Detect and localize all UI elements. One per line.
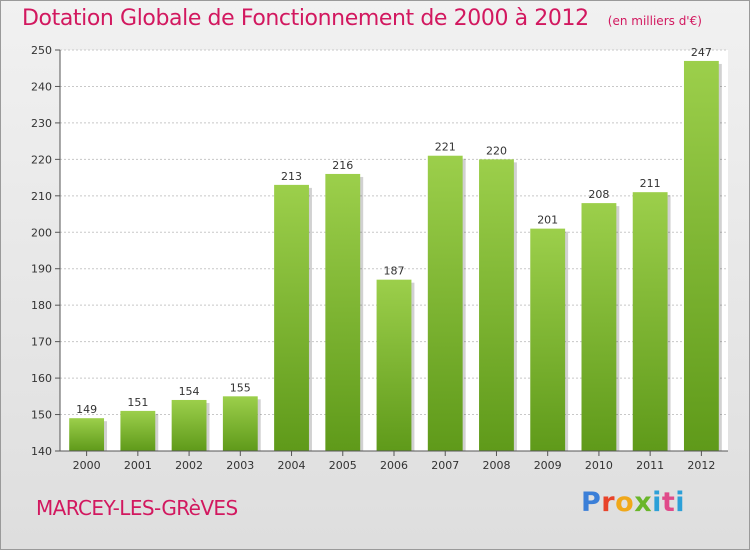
y-tick-label: 180 xyxy=(31,299,52,312)
chart-subtitle: (en milliers d'€) xyxy=(607,14,702,28)
data-label: 213 xyxy=(281,170,302,183)
x-tick-label: 2011 xyxy=(636,459,664,472)
data-label: 211 xyxy=(640,177,661,190)
bar xyxy=(171,399,207,451)
y-tick-label: 240 xyxy=(31,80,52,93)
data-label: 154 xyxy=(179,385,200,398)
y-tick-label: 160 xyxy=(31,372,52,385)
x-tick-label: 2003 xyxy=(226,459,254,472)
data-label: 208 xyxy=(588,188,609,201)
bar xyxy=(376,279,412,451)
x-tick-label: 2008 xyxy=(482,459,510,472)
axes: 140 150 160 170 180 190 200 210 220 230 240 250 2000… xyxy=(31,44,728,472)
y-tick-label: 220 xyxy=(31,153,52,166)
data-label: 155 xyxy=(230,381,251,394)
bar xyxy=(325,173,361,452)
bar xyxy=(120,410,156,451)
x-tick-label: 2001 xyxy=(124,459,152,472)
bar xyxy=(479,159,514,451)
x-tick-label: 2010 xyxy=(585,459,613,472)
bar xyxy=(581,203,617,451)
town-name: MARCEY-LES-GRèVES xyxy=(36,496,238,520)
y-tick-label: 200 xyxy=(31,226,52,239)
bar xyxy=(427,155,463,451)
data-label: 220 xyxy=(486,144,507,157)
bar xyxy=(632,192,668,451)
title-row: Dotation Globale de Fonctionnement de 20… xyxy=(22,6,702,31)
y-tick-label: 190 xyxy=(31,263,52,276)
y-tick-label: 210 xyxy=(31,190,52,203)
data-label: 201 xyxy=(537,214,558,227)
bar xyxy=(222,396,258,451)
data-label: 187 xyxy=(384,265,405,278)
x-tick-label: 2009 xyxy=(534,459,562,472)
bar xyxy=(274,184,309,451)
proxiti-logo[interactable]: Proxiti xyxy=(581,487,686,518)
y-tick-label: 150 xyxy=(31,409,52,422)
x-tick-label: 2004 xyxy=(278,459,306,472)
bars: 149 151 154 155 213 216 187 221 220 201 208 211 247 xyxy=(69,46,722,452)
data-label: 149 xyxy=(76,403,97,416)
data-label: 221 xyxy=(435,141,456,154)
y-tick-label: 230 xyxy=(31,117,52,130)
y-tick-label: 250 xyxy=(31,44,52,57)
data-label: 151 xyxy=(127,396,148,409)
x-tick-label: 2005 xyxy=(329,459,357,472)
data-label: 216 xyxy=(332,159,353,172)
x-tick-label: 2012 xyxy=(687,459,715,472)
y-tick-label: 140 xyxy=(31,445,52,458)
x-tick-label: 2007 xyxy=(431,459,459,472)
x-tick-label: 2000 xyxy=(73,459,101,472)
bar xyxy=(683,60,719,451)
bar xyxy=(530,228,566,451)
x-tick-label: 2002 xyxy=(175,459,203,472)
y-tick-label: 170 xyxy=(31,336,52,349)
data-label: 247 xyxy=(691,46,712,59)
bar xyxy=(69,418,105,451)
x-tick-label: 2006 xyxy=(380,459,408,472)
chart-title: Dotation Globale de Fonctionnement de 20… xyxy=(22,6,589,31)
